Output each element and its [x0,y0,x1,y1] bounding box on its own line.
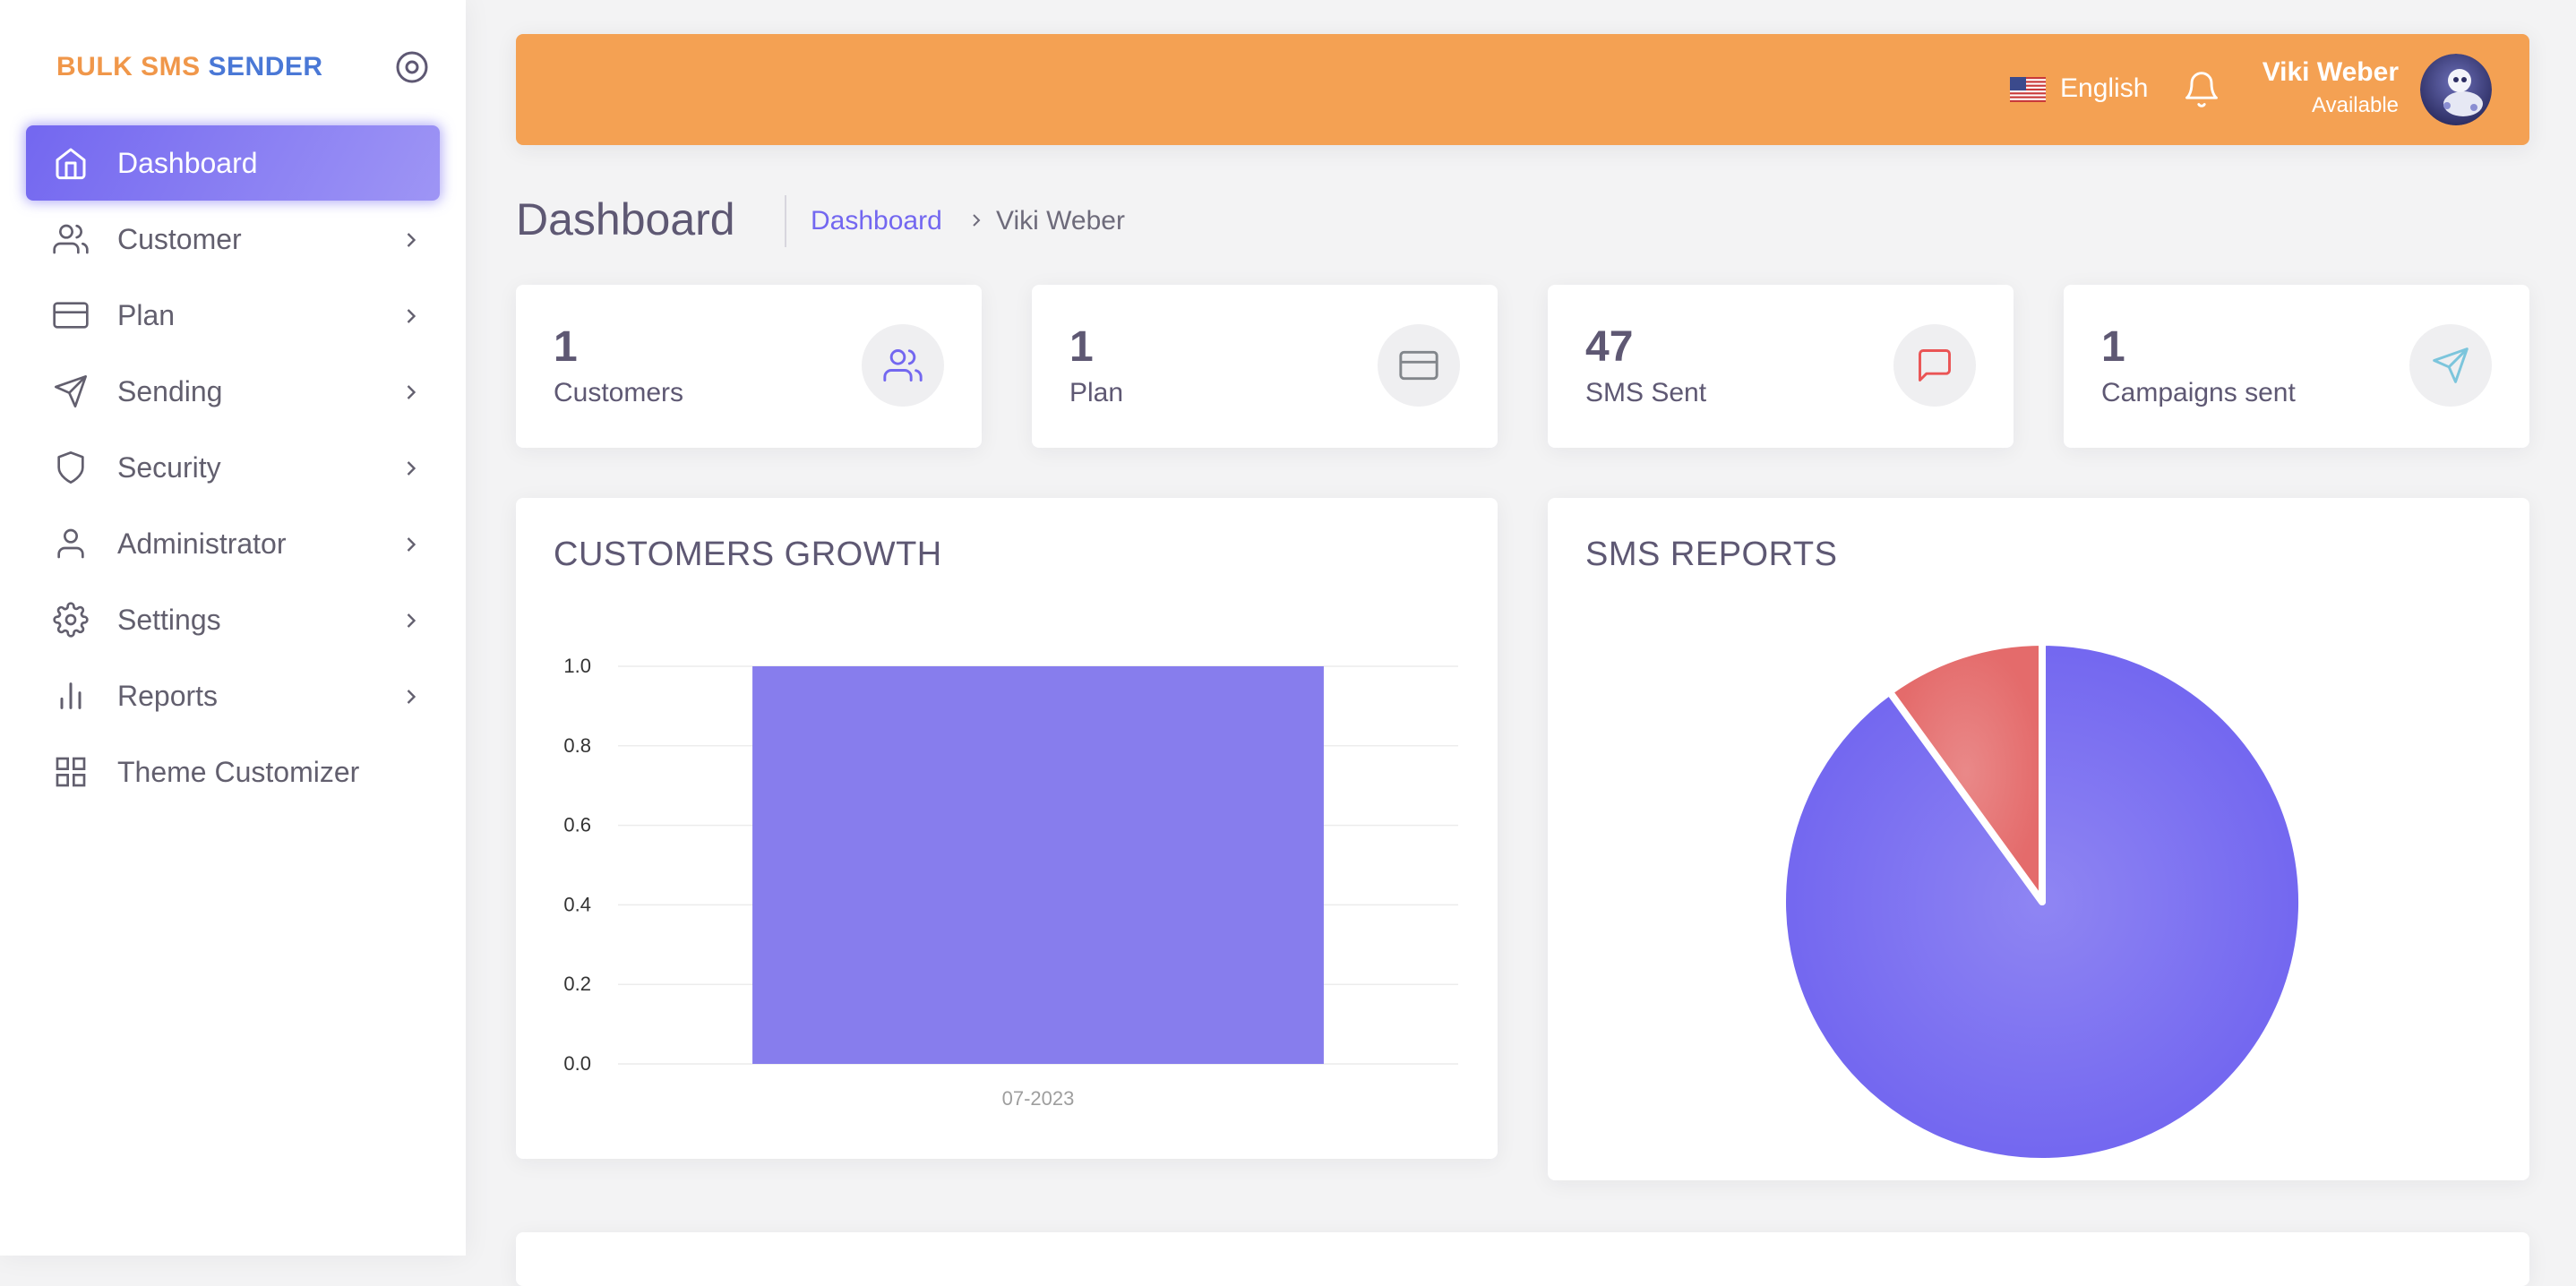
x-tick-label: 07-2023 [1002,1087,1075,1110]
sidebar-item-plan[interactable]: Plan [26,278,440,353]
sidebar-menu: Dashboard Customer Plan Sending [26,125,440,810]
send-icon [53,373,89,409]
chart-title: SMS REPORTS [1585,536,1838,573]
stat-value: 1 [554,323,578,371]
shield-icon [53,450,89,485]
chart-title: CUSTOMERS GROWTH [554,536,942,573]
grid-icon [53,754,89,790]
sidebar-item-label: Theme Customizer [117,755,360,788]
sms-reports-chart [1779,639,2306,1165]
bar[interactable] [752,666,1324,1064]
user-status: Available [2312,93,2399,117]
y-tick-label: 0.6 [563,814,591,836]
user-name[interactable]: Viki Weber [2262,57,2399,87]
credit-card-icon [53,297,89,333]
sidebar-item-label: Administrator [117,527,287,560]
sidebar-item-security[interactable]: Security [26,430,440,505]
breadcrumb-link-dashboard[interactable]: Dashboard [811,206,942,236]
send-icon [2409,324,2492,407]
bell-icon[interactable] [2182,70,2221,109]
chevron-right-icon [399,303,424,328]
y-tick-label: 1.0 [563,655,591,677]
pie-slice[interactable] [1885,639,2046,905]
stat-value: 47 [1585,323,1634,371]
sidebar-item-reports[interactable]: Reports [26,658,440,733]
avatar[interactable] [2420,54,2492,125]
y-tick-label: 0.8 [563,734,591,757]
sidebar-item-administrator[interactable]: Administrator [26,506,440,581]
stat-value: 1 [2101,323,2125,371]
sidebar-item-label: Security [117,450,221,484]
home-icon [53,145,89,181]
sidebar-item-settings[interactable]: Settings [26,582,440,657]
users-icon [862,324,944,407]
customers-growth-card: CUSTOMERS GROWTH 0.0 0.2 0.4 0.6 0.8 1.0 07-20… [516,498,1498,1159]
stat-card-sms-sent: 47 SMS Sent [1548,285,2014,448]
sidebar-collapse-toggle-icon[interactable] [394,49,430,85]
stat-label: Customers [554,378,684,407]
chevron-right-icon [399,683,424,708]
sidebar-item-label: Reports [117,679,219,712]
chevron-right-icon [399,455,424,480]
language-selector[interactable]: English [2060,73,2149,103]
user-icon [53,526,89,562]
y-tick-label: 0.4 [563,893,591,915]
sidebar-item-customer[interactable]: Customer [26,201,440,277]
stat-label: Plan [1069,378,1124,407]
us-flag-icon[interactable] [2010,77,2046,102]
stat-card-plan: 1 Plan [1032,285,1498,448]
stat-label: SMS Sent [1585,378,1707,407]
chevron-right-icon [966,210,987,231]
chevron-right-icon [399,227,424,252]
sidebar-item-label: Sending [117,374,223,407]
chevron-right-icon [399,379,424,404]
credit-card-icon [1378,324,1460,407]
stat-label: Campaigns sent [2101,378,2296,407]
stat-card-campaigns-sent: 1 Campaigns sent [2064,285,2529,448]
sidebar-item-label: Dashboard [117,146,258,179]
sidebar-item-label: Settings [117,603,221,636]
stat-value: 1 [1069,323,1094,371]
users-icon [53,221,89,257]
sidebar-item-label: Customer [117,222,242,255]
bottom-card [516,1232,2529,1286]
breadcrumb-current: Viki Weber [996,206,1125,236]
sidebar: BULK SMS SENDER Dashboard Customer Plan [0,0,466,1256]
top-navbar: English Viki Weber Available [516,34,2529,145]
sidebar-item-label: Plan [117,298,176,331]
chevron-right-icon [399,607,424,632]
y-tick-label: 0.0 [563,1052,591,1075]
chevron-right-icon [399,531,424,556]
sms-reports-card: SMS REPORTS [1548,498,2529,1180]
logo-text-part1: BULK SMS [56,52,201,81]
customers-growth-chart: 0.0 0.2 0.4 0.6 0.8 1.0 07-2023 [563,655,1458,1110]
sidebar-item-sending[interactable]: Sending [26,354,440,429]
app-logo[interactable]: BULK SMS SENDER [56,52,323,82]
logo-text-part2: SENDER [208,52,323,81]
breadcrumb-divider [785,195,786,247]
y-tick-label: 0.2 [563,973,591,995]
stat-card-customers: 1 Customers [516,285,982,448]
bar-chart-icon [53,678,89,714]
sidebar-item-theme-customizer[interactable]: Theme Customizer [26,734,440,810]
message-icon [1893,324,1976,407]
sidebar-item-dashboard[interactable]: Dashboard [26,125,440,201]
gear-icon [53,602,89,638]
page-title: Dashboard [516,194,735,244]
